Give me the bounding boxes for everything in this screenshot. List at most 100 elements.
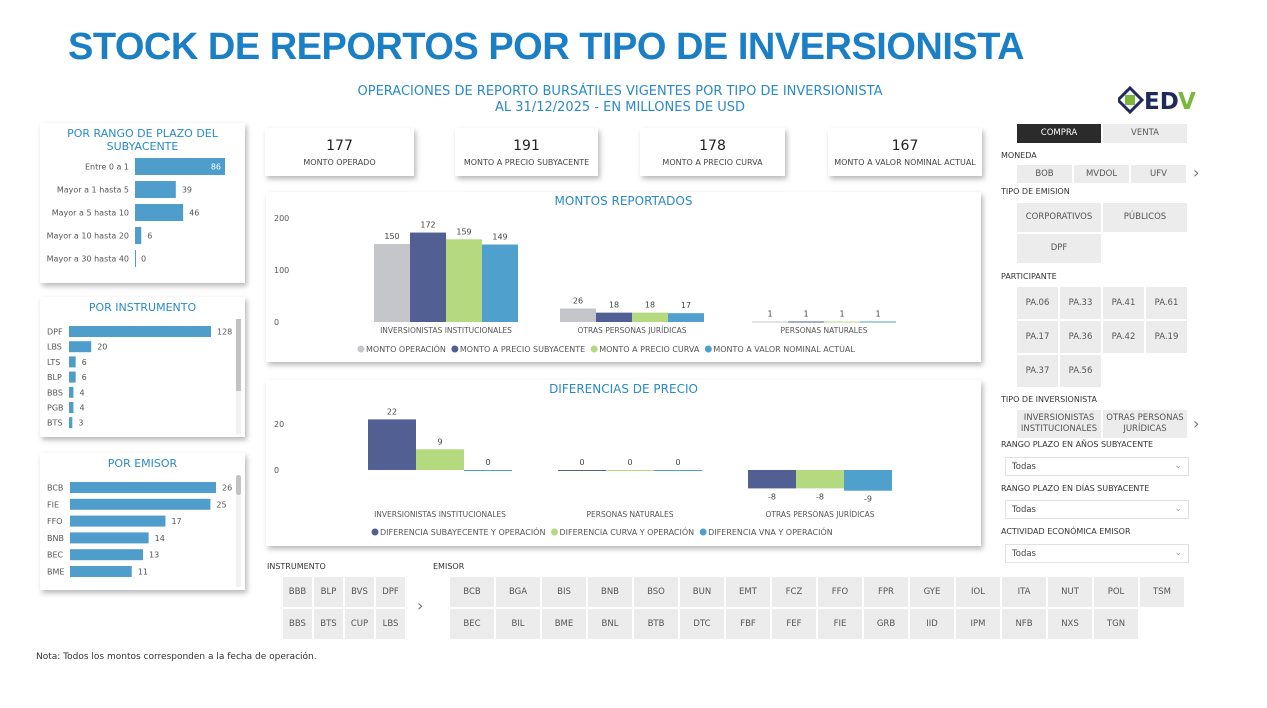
slicer-option-participante[interactable]: PA.19 bbox=[1146, 321, 1187, 353]
slicer-option-emisor[interactable]: EMT bbox=[726, 577, 770, 607]
slicer-option-emisor[interactable]: GYE bbox=[910, 577, 954, 607]
data-label: -8 bbox=[816, 492, 824, 501]
chevron-right-icon[interactable]: › bbox=[1193, 163, 1200, 182]
chevron-right-icon[interactable]: › bbox=[417, 596, 424, 615]
slicer-option-instrumento[interactable]: LBS bbox=[376, 609, 405, 639]
page-title: STOCK DE REPORTOS POR TIPO DE INVERSIONI… bbox=[68, 26, 1025, 68]
slicer-option-emisor[interactable]: GRB bbox=[864, 609, 908, 639]
slicer-option-emisor[interactable]: FIE bbox=[818, 609, 862, 639]
slicer-option-instrumento[interactable]: CUP bbox=[345, 609, 374, 639]
slicer-option-participante[interactable]: PA.42 bbox=[1103, 321, 1144, 353]
dropdown-rango_dias[interactable]: Todas ⌄ bbox=[1005, 500, 1189, 519]
bar-label: LBS bbox=[47, 343, 62, 352]
slicer-option-emisor[interactable]: TGN bbox=[1094, 609, 1138, 639]
slicer-option-operacion[interactable]: COMPRA bbox=[1017, 124, 1101, 143]
slicer-label-rango_anios: RANGO PLAZO EN AÑOS SUBYACENTE bbox=[1001, 440, 1154, 449]
legend-entry: MONTO A VALOR NOMINAL ACTUAL bbox=[713, 345, 855, 354]
slicer-option-tipo_inversionista[interactable]: OTRAS PERSONAS JURÍDICAS bbox=[1103, 410, 1187, 438]
slicer-option-participante[interactable]: PA.61 bbox=[1146, 287, 1187, 319]
slicer-option-participante[interactable]: PA.41 bbox=[1103, 287, 1144, 319]
data-label: 128 bbox=[217, 328, 232, 337]
bar bbox=[135, 158, 225, 175]
chevron-right-icon[interactable]: › bbox=[1193, 414, 1200, 433]
slicer-option-participante[interactable]: PA.17 bbox=[1017, 321, 1058, 353]
data-label: 39 bbox=[182, 186, 192, 195]
slicer-option-instrumento[interactable]: BVS bbox=[345, 577, 374, 607]
slicer-option-emisor[interactable]: IPM bbox=[956, 609, 1000, 639]
slicer-option-emisor[interactable]: NFB bbox=[1002, 609, 1046, 639]
slicer-option-emisor[interactable]: FPR bbox=[864, 577, 908, 607]
bar bbox=[69, 417, 73, 429]
data-label: 1 bbox=[839, 309, 844, 318]
slicer-option-emisor[interactable]: NUT bbox=[1048, 577, 1092, 607]
legend-marker bbox=[590, 345, 598, 353]
slicer-option-emisor[interactable]: DTC bbox=[680, 609, 724, 639]
slicer-option-emisor[interactable]: FEF bbox=[772, 609, 816, 639]
slicer-option-emisor[interactable]: BIS bbox=[542, 577, 586, 607]
legend-marker bbox=[550, 528, 558, 536]
dropdown-rango_anios[interactable]: Todas ⌄ bbox=[1005, 457, 1189, 476]
slicer-option-emisor[interactable]: IOL bbox=[956, 577, 1000, 607]
slicer-option-emisor[interactable]: IID bbox=[910, 609, 954, 639]
slicer-option-emisor[interactable]: BSO bbox=[634, 577, 678, 607]
slicer-option-emisor[interactable]: FFO bbox=[818, 577, 862, 607]
x-tick: INVERSIONISTAS INSTITUCIONALES bbox=[374, 510, 506, 519]
slicer-option-emisor[interactable]: POL bbox=[1094, 577, 1138, 607]
scrollbar[interactable] bbox=[236, 475, 241, 587]
slicer-option-instrumento[interactable]: BLP bbox=[314, 577, 343, 607]
kpi-value: 177 bbox=[326, 138, 353, 154]
slicer-option-participante[interactable]: PA.33 bbox=[1060, 287, 1101, 319]
slicer-option-emisor[interactable]: ITA bbox=[1002, 577, 1046, 607]
kpi-monto-operado: 177 MONTO OPERADO bbox=[265, 128, 414, 176]
legend-entry: MONTO OPERACIÓN bbox=[366, 343, 446, 354]
dropdown-value: Todas bbox=[1012, 504, 1036, 515]
data-label: 4 bbox=[79, 388, 84, 397]
slicer-option-operacion[interactable]: VENTA bbox=[1103, 124, 1187, 143]
slicer-option-moneda[interactable]: UFV bbox=[1131, 165, 1186, 183]
slicer-option-emisor[interactable]: BGA bbox=[496, 577, 540, 607]
bar bbox=[752, 321, 788, 323]
slicer-option-participante[interactable]: PA.36 bbox=[1060, 321, 1101, 353]
data-label: 26 bbox=[573, 296, 583, 305]
slicer-option-emisor[interactable]: BNL bbox=[588, 609, 632, 639]
slicer-option-instrumento[interactable]: BBS bbox=[283, 609, 312, 639]
slicer-option-tipo_emision[interactable]: PÚBLICOS bbox=[1103, 203, 1187, 232]
slicer-option-emisor[interactable]: BUN bbox=[680, 577, 724, 607]
slicer-option-emisor[interactable]: BME bbox=[542, 609, 586, 639]
slicer-option-moneda[interactable]: MVDOL bbox=[1074, 165, 1129, 183]
slicer-option-moneda[interactable]: BOB bbox=[1017, 165, 1072, 183]
slicer-option-participante[interactable]: PA.56 bbox=[1060, 355, 1101, 387]
slicer-option-tipo_emision[interactable]: CORPORATIVOS bbox=[1017, 203, 1101, 232]
data-label: 0 bbox=[675, 458, 680, 467]
chart-montos-reportados: MONTOS REPORTADOS 0 100 200 INVERSIONISTAS I… bbox=[266, 192, 981, 362]
slicer-option-emisor[interactable]: BNB bbox=[588, 577, 632, 607]
slicer-option-emisor[interactable]: TSM bbox=[1140, 577, 1184, 607]
slicer-option-instrumento[interactable]: BBB bbox=[283, 577, 312, 607]
chart-title: DIFERENCIAS DE PRECIO bbox=[549, 382, 698, 396]
slicer-option-emisor[interactable]: FBF bbox=[726, 609, 770, 639]
bar bbox=[632, 312, 668, 322]
panel-plazo-subyacente: POR RANGO DE PLAZO DEL SUBYACENTE Entre 0… bbox=[40, 123, 245, 283]
slicer-option-emisor[interactable]: BTB bbox=[634, 609, 678, 639]
footnote: Nota: Todos los montos corresponden a la… bbox=[36, 652, 317, 662]
slicer-option-tipo_inversionista[interactable]: INVERSIONISTAS INSTITUCIONALES bbox=[1017, 410, 1101, 438]
slicer-option-emisor[interactable]: BEC bbox=[450, 609, 494, 639]
slicer-option-instrumento[interactable]: BTS bbox=[314, 609, 343, 639]
slicer-option-emisor[interactable]: BIL bbox=[496, 609, 540, 639]
slicer-option-instrumento[interactable]: DPF bbox=[376, 577, 405, 607]
legend-entry: DIFERENCIA CURVA Y OPERACIÓN bbox=[559, 526, 694, 537]
bar-label: DPF bbox=[47, 328, 63, 337]
bar bbox=[796, 470, 844, 489]
chevron-down-icon: ⌄ bbox=[1174, 504, 1182, 514]
slicer-option-emisor[interactable]: FCZ bbox=[772, 577, 816, 607]
slicer-option-emisor[interactable]: NXS bbox=[1048, 609, 1092, 639]
bar bbox=[446, 239, 482, 322]
slicer-option-participante[interactable]: PA.37 bbox=[1017, 355, 1058, 387]
dropdown-actividad[interactable]: Todas ⌄ bbox=[1005, 544, 1189, 563]
scrollbar[interactable] bbox=[236, 319, 241, 434]
slicer-option-emisor[interactable]: BCB bbox=[450, 577, 494, 607]
slicer-option-tipo_emision[interactable]: DPF bbox=[1017, 234, 1101, 263]
data-label: 22 bbox=[387, 407, 397, 416]
slicer-label-tipo_inversionista: TIPO DE INVERSIONISTA bbox=[1001, 395, 1097, 404]
slicer-option-participante[interactable]: PA.06 bbox=[1017, 287, 1058, 319]
